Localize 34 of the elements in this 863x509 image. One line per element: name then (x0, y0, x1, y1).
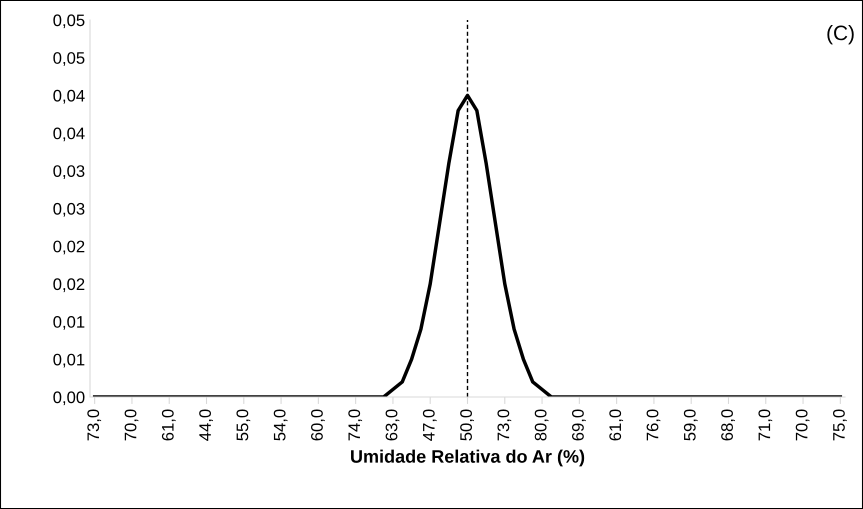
x-axis-title: Umidade Relativa do Ar (%) (351, 450, 584, 466)
x-tick-label: 60,0 (311, 409, 325, 440)
y-tick-label: 0,05 (53, 52, 84, 66)
x-tick-label: 68,0 (721, 409, 735, 440)
x-tick-label: 50,0 (460, 409, 474, 441)
x-tick-label: 55,0 (236, 409, 250, 441)
x-tick-label: 70,0 (796, 409, 810, 440)
x-tick-label: 73,0 (87, 409, 102, 440)
y-tick-label: 0,01 (53, 316, 84, 330)
x-tick-label: 76,0 (646, 409, 660, 440)
x-tick-label: 74,0 (348, 409, 362, 440)
x-tick-label: 80,0 (534, 409, 549, 441)
y-tick-label: 0,05 (53, 14, 84, 28)
y-tick-label: 0,01 (53, 354, 84, 368)
x-tick-label: 71,0 (758, 409, 772, 440)
y-tick-label: 0,03 (53, 165, 84, 179)
x-tick-label: 70,0 (124, 409, 138, 440)
x-tick-label: 61,0 (609, 409, 624, 440)
x-tick-label: 61,0 (162, 409, 176, 440)
y-tick-label: 0,00 (53, 391, 84, 406)
y-tick-label: 0,04 (53, 128, 85, 142)
annotation: (C) (827, 25, 854, 44)
x-tick-label: 47,0 (422, 409, 437, 441)
x-tick-label: 73,0 (497, 409, 512, 440)
y-tick-label: 0,04 (53, 90, 85, 104)
y-tick-label: 0,02 (53, 278, 84, 292)
x-tick-label: 75,0 (833, 409, 847, 440)
y-tick-label: 0,02 (53, 240, 84, 254)
x-tick-label: 63,0 (386, 409, 400, 440)
x-tick-label: 59,0 (684, 409, 698, 441)
x-tick-label: 69,0 (572, 409, 586, 440)
x-tick-label: 44,0 (199, 409, 213, 441)
x-tick-label: 54,0 (274, 409, 288, 441)
y-tick-label: 0,03 (53, 202, 84, 217)
